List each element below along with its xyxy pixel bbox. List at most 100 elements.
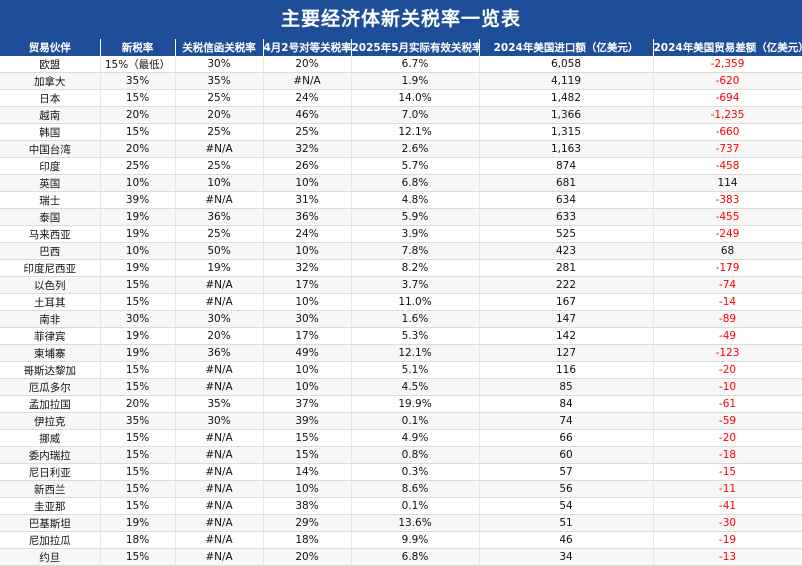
cell-new-rate: 15% [100, 480, 176, 498]
cell-trade-balance: -18 [653, 446, 802, 464]
cell-partner: 哥斯达黎加 [0, 361, 101, 379]
cell-new-rate: 20% [100, 395, 176, 413]
cell-effective-rate: 5.3% [351, 327, 480, 345]
cell-letter-rate: #N/A [175, 497, 264, 515]
header-trade-balance: 2024年美国贸易差额（亿美元） [653, 39, 802, 56]
cell-trade-balance: 114 [653, 174, 802, 192]
cell-partner: 印度 [0, 157, 101, 175]
cell-reciprocal-rate: 32% [263, 140, 352, 158]
cell-trade-balance: -41 [653, 497, 802, 515]
cell-partner: 柬埔寨 [0, 344, 101, 362]
cell-letter-rate: 36% [175, 344, 264, 362]
cell-partner: 厄瓜多尔 [0, 378, 101, 396]
cell-new-rate: 15% [100, 276, 176, 294]
cell-import-value: 84 [479, 395, 654, 413]
cell-trade-balance: 68 [653, 242, 802, 260]
cell-letter-rate: 30% [175, 56, 264, 73]
cell-new-rate: 19% [100, 327, 176, 345]
table-row: 新西兰 15% #N/A 10% 8.6% 56 -11 [0, 480, 802, 498]
cell-new-rate: 39% [100, 191, 176, 209]
cell-reciprocal-rate: 10% [263, 378, 352, 396]
cell-import-value: 6,058 [479, 56, 654, 73]
table-header-row: 贸易伙伴 新税率 关税信函关税率 4月2号对等关税率 2025年5月实际有效关税… [0, 39, 802, 56]
cell-trade-balance: -89 [653, 310, 802, 328]
table-row: 瑞士 39% #N/A 31% 4.8% 634 -383 [0, 191, 802, 209]
cell-new-rate: 15%（最低） [100, 56, 176, 73]
table-row: 印度尼西亚 19% 19% 32% 8.2% 281 -179 [0, 259, 802, 277]
cell-effective-rate: 7.8% [351, 242, 480, 260]
cell-import-value: 1,163 [479, 140, 654, 158]
cell-reciprocal-rate: 49% [263, 344, 352, 362]
cell-reciprocal-rate: 30% [263, 310, 352, 328]
cell-reciprocal-rate: 15% [263, 429, 352, 447]
cell-partner: 瑞士 [0, 191, 101, 209]
table-row: 巴基斯坦 19% #N/A 29% 13.6% 51 -30 [0, 514, 802, 532]
table-row: 中国台湾 20% #N/A 32% 2.6% 1,163 -737 [0, 140, 802, 158]
cell-new-rate: 18% [100, 531, 176, 549]
cell-effective-rate: 5.9% [351, 208, 480, 226]
cell-import-value: 423 [479, 242, 654, 260]
cell-import-value: 74 [479, 412, 654, 430]
cell-new-rate: 30% [100, 310, 176, 328]
cell-reciprocal-rate: 37% [263, 395, 352, 413]
cell-import-value: 1,315 [479, 123, 654, 141]
cell-import-value: 51 [479, 514, 654, 532]
table-row: 菲律宾 19% 20% 17% 5.3% 142 -49 [0, 327, 802, 345]
cell-new-rate: 15% [100, 293, 176, 311]
cell-new-rate: 35% [100, 412, 176, 430]
table-row: 圭亚那 15% #N/A 38% 0.1% 54 -41 [0, 497, 802, 515]
cell-effective-rate: 0.1% [351, 497, 480, 515]
cell-import-value: 4,119 [479, 72, 654, 90]
cell-import-value: 127 [479, 344, 654, 362]
cell-import-value: 1,482 [479, 89, 654, 107]
cell-reciprocal-rate: 31% [263, 191, 352, 209]
cell-effective-rate: 2.6% [351, 140, 480, 158]
cell-effective-rate: 4.5% [351, 378, 480, 396]
cell-reciprocal-rate: 10% [263, 361, 352, 379]
cell-trade-balance: -1,235 [653, 106, 802, 124]
cell-effective-rate: 6.8% [351, 548, 480, 566]
cell-partner: 韩国 [0, 123, 101, 141]
cell-trade-balance: -15 [653, 463, 802, 481]
cell-new-rate: 19% [100, 259, 176, 277]
cell-effective-rate: 6.7% [351, 56, 480, 73]
cell-reciprocal-rate: 20% [263, 56, 352, 73]
cell-new-rate: 15% [100, 548, 176, 566]
table-row: 挪威 15% #N/A 15% 4.9% 66 -20 [0, 429, 802, 447]
cell-new-rate: 19% [100, 225, 176, 243]
cell-new-rate: 20% [100, 140, 176, 158]
cell-partner: 欧盟 [0, 56, 101, 73]
cell-trade-balance: -59 [653, 412, 802, 430]
cell-effective-rate: 13.6% [351, 514, 480, 532]
cell-import-value: 46 [479, 531, 654, 549]
cell-import-value: 874 [479, 157, 654, 175]
cell-reciprocal-rate: 26% [263, 157, 352, 175]
cell-letter-rate: 10% [175, 174, 264, 192]
cell-letter-rate: #N/A [175, 293, 264, 311]
cell-trade-balance: -179 [653, 259, 802, 277]
cell-letter-rate: 35% [175, 72, 264, 90]
cell-reciprocal-rate: 20% [263, 548, 352, 566]
header-effective-rate: 2025年5月实际有效关税率 [351, 39, 480, 56]
table-row: 尼日利亚 15% #N/A 14% 0.3% 57 -15 [0, 463, 802, 481]
table-row: 尼加拉瓜 18% #N/A 18% 9.9% 46 -19 [0, 531, 802, 549]
cell-partner: 中国台湾 [0, 140, 101, 158]
cell-reciprocal-rate: 36% [263, 208, 352, 226]
cell-letter-rate: #N/A [175, 429, 264, 447]
cell-letter-rate: #N/A [175, 276, 264, 294]
table-row: 约旦 15% #N/A 20% 6.8% 34 -13 [0, 548, 802, 566]
cell-reciprocal-rate: 17% [263, 276, 352, 294]
cell-reciprocal-rate: 10% [263, 242, 352, 260]
cell-partner: 南非 [0, 310, 101, 328]
cell-new-rate: 10% [100, 242, 176, 260]
cell-effective-rate: 1.6% [351, 310, 480, 328]
cell-effective-rate: 3.9% [351, 225, 480, 243]
cell-partner: 尼日利亚 [0, 463, 101, 481]
cell-import-value: 57 [479, 463, 654, 481]
cell-trade-balance: -20 [653, 429, 802, 447]
cell-effective-rate: 0.8% [351, 446, 480, 464]
cell-trade-balance: -14 [653, 293, 802, 311]
table-row: 孟加拉国 20% 35% 37% 19.9% 84 -61 [0, 395, 802, 413]
cell-trade-balance: -13 [653, 548, 802, 566]
cell-effective-rate: 4.8% [351, 191, 480, 209]
